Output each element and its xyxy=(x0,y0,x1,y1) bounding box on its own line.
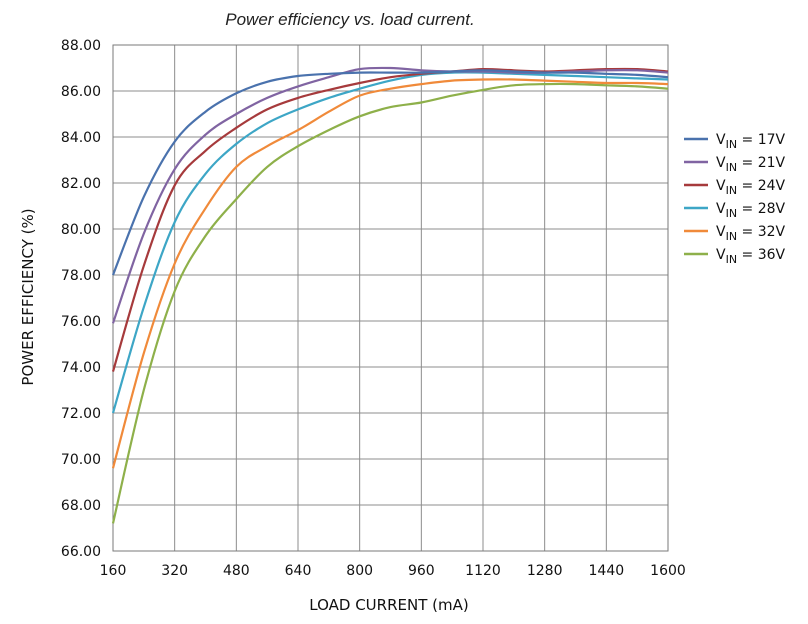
x-tick-labels: 160 320 480 640 800 960 1120 1280 1440 1600 xyxy=(100,563,686,579)
legend-label: VIN = 17V xyxy=(716,132,786,151)
legend-label: VIN = 24V xyxy=(716,178,786,197)
y-tick-label: 76.00 xyxy=(61,314,101,330)
y-tick-label: 70.00 xyxy=(61,452,101,468)
y-tick-label: 74.00 xyxy=(61,360,101,376)
y-tick-label: 80.00 xyxy=(61,222,101,238)
series-line xyxy=(111,78,669,469)
x-tick-label: 1120 xyxy=(465,563,501,579)
legend-label: VIN = 21V xyxy=(716,155,786,174)
legend-label: VIN = 32V xyxy=(716,224,786,243)
series-lines xyxy=(111,66,669,524)
series-line xyxy=(111,67,669,372)
x-tick-label: 960 xyxy=(408,563,435,579)
x-tick-label: 800 xyxy=(346,563,373,579)
x-tick-label: 1280 xyxy=(527,563,563,579)
x-tick-label: 1600 xyxy=(650,563,686,579)
y-axis-label: POWER EFFICIENCY (%) xyxy=(19,208,37,385)
grid-lines xyxy=(112,44,669,552)
x-tick-label: 1440 xyxy=(589,563,625,579)
y-tick-label: 66.00 xyxy=(61,544,101,560)
y-tick-label: 86.00 xyxy=(61,84,101,100)
legend-label: VIN = 28V xyxy=(716,201,786,220)
y-tick-label: 88.00 xyxy=(61,38,101,54)
series-line xyxy=(111,82,669,524)
y-tick-labels: 66.00 68.00 70.00 72.00 74.00 76.00 78.00 80.00… xyxy=(61,38,101,560)
y-tick-label: 68.00 xyxy=(61,498,101,514)
series-line xyxy=(111,69,669,276)
plot-border xyxy=(112,44,669,552)
series-line xyxy=(111,71,669,414)
x-tick-label: 160 xyxy=(100,563,127,579)
y-tick-label: 72.00 xyxy=(61,406,101,422)
legend-label: VIN = 36V xyxy=(716,247,786,266)
x-axis-label: LOAD CURRENT (mA) xyxy=(309,596,468,614)
x-tick-label: 640 xyxy=(285,563,312,579)
plot-frame xyxy=(112,44,669,552)
y-tick-label: 78.00 xyxy=(61,268,101,284)
chart-title: Power efficiency vs. load current. xyxy=(225,10,475,29)
x-tick-label: 320 xyxy=(161,563,188,579)
y-tick-label: 84.00 xyxy=(61,130,101,146)
legend: VIN = 17V VIN = 21V VIN = 24V VIN = 28V VIN … xyxy=(684,132,786,266)
y-tick-label: 82.00 xyxy=(61,176,101,192)
x-tick-label: 480 xyxy=(223,563,250,579)
